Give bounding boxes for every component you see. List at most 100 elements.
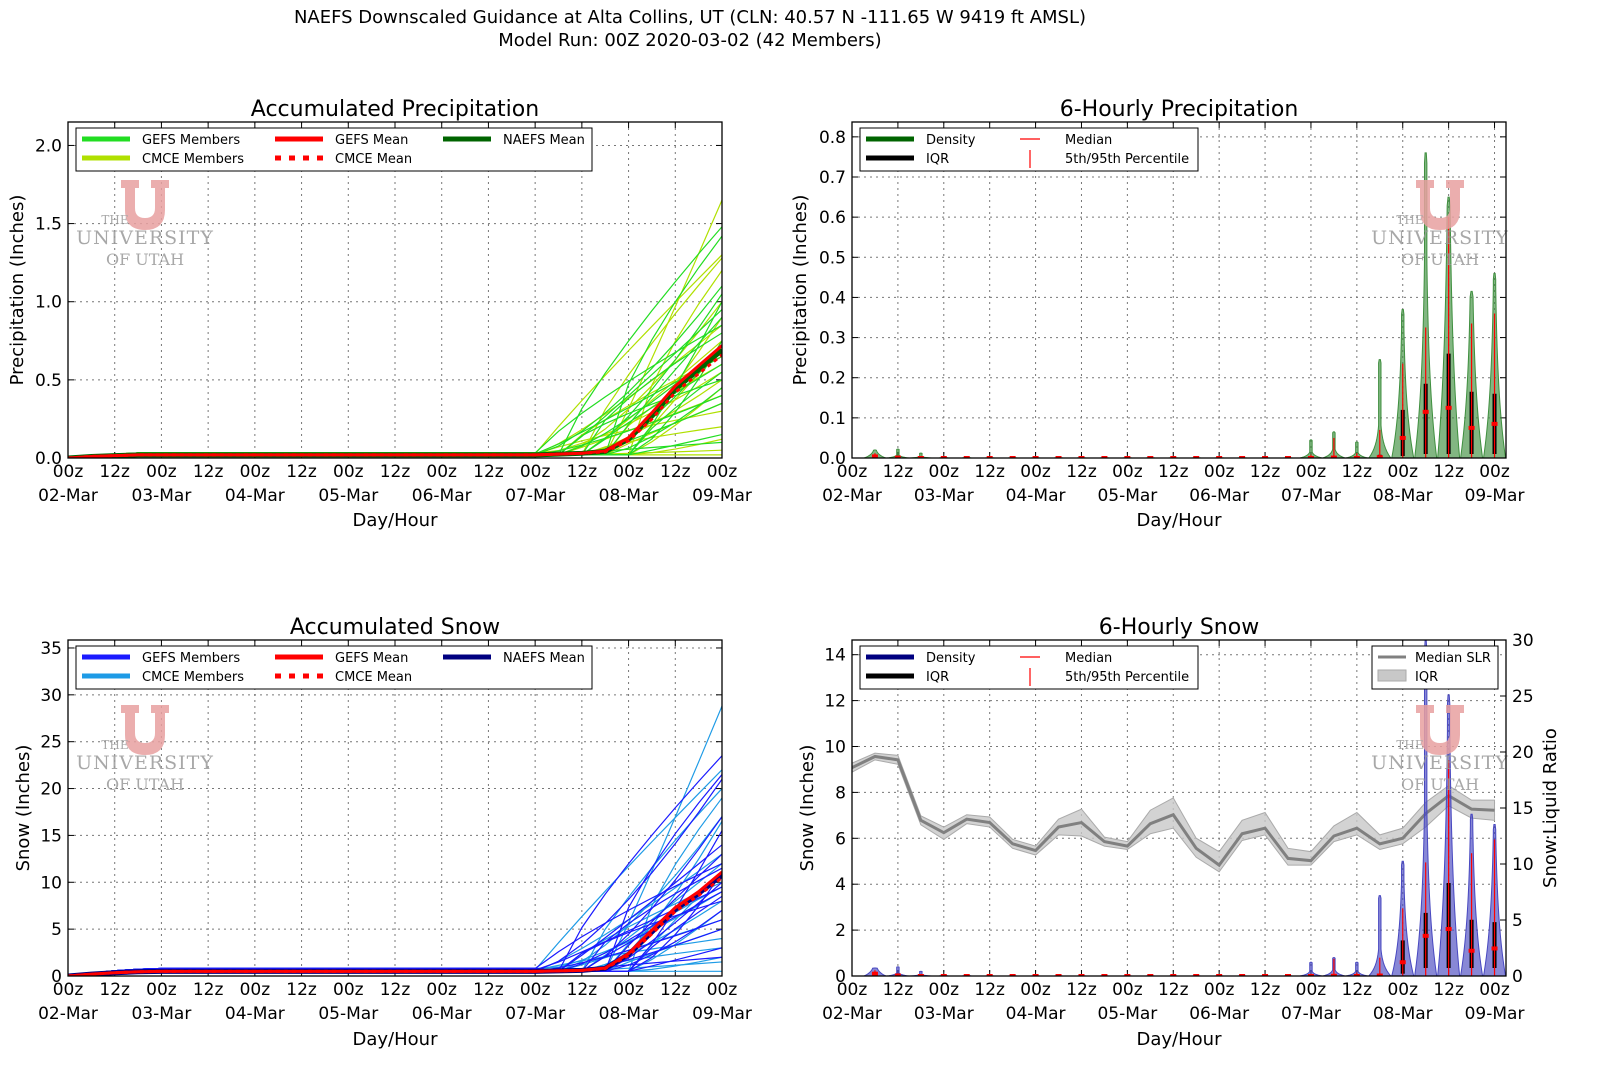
violin-median-marker bbox=[1193, 974, 1200, 976]
legend-label: Density bbox=[926, 133, 976, 148]
x-date-label: 03-Mar bbox=[132, 1004, 192, 1024]
violin-median-marker bbox=[1124, 456, 1131, 458]
u-logo-icon bbox=[121, 180, 169, 230]
y-tick-label: 0.4 bbox=[819, 288, 846, 308]
x-tick-label: 00z bbox=[240, 980, 271, 1000]
y2-tick-label: 0 bbox=[1512, 967, 1523, 987]
accumulated-precipitation-panel: Accumulated Precipitation Precipitation … bbox=[7, 97, 752, 531]
figure-subtitle: Model Run: 00Z 2020-03-02 (42 Members) bbox=[498, 30, 881, 51]
watermark-of-utah: OF UTAH bbox=[1401, 775, 1479, 794]
x-tick-label: 00z bbox=[333, 462, 364, 482]
y-tick-label: 0.0 bbox=[35, 449, 62, 469]
x-tick-label: 00z bbox=[1204, 980, 1235, 1000]
watermark-of-utah: OF UTAH bbox=[106, 775, 184, 794]
violin-median-marker bbox=[1078, 456, 1085, 458]
plot-area bbox=[68, 199, 722, 458]
x-tick-label: 00z bbox=[426, 462, 457, 482]
violin-median-marker bbox=[1285, 974, 1291, 976]
x-tick-label: 12z bbox=[660, 462, 691, 482]
plot-frame bbox=[67, 639, 723, 977]
x-tick-label: 00z bbox=[146, 462, 177, 482]
legend-label: Median SLR bbox=[1415, 651, 1491, 666]
legend-swatch-slr-iqr bbox=[1377, 669, 1407, 682]
legend-box bbox=[859, 645, 1199, 690]
panel-title: 6-Hourly Snow bbox=[1099, 615, 1259, 640]
watermark-the: THE bbox=[1396, 738, 1423, 752]
y-tick-label: 0.5 bbox=[35, 371, 62, 391]
violin-median-marker bbox=[940, 456, 947, 458]
legend-label: Median bbox=[1065, 651, 1112, 666]
x-tick-label: 12z bbox=[193, 980, 224, 1000]
x-tick-label: 12z bbox=[473, 980, 504, 1000]
u-logo-icon bbox=[1416, 180, 1464, 230]
y2-tick-label: 15 bbox=[1512, 799, 1534, 819]
panel-title: 6-Hourly Precipitation bbox=[1060, 97, 1299, 122]
violin-median-marker bbox=[1353, 456, 1360, 458]
violin-median-marker bbox=[1445, 405, 1452, 410]
x-tick-label: 00z bbox=[929, 462, 960, 482]
violin-median-marker bbox=[1399, 960, 1406, 965]
x-date-label: 05-Mar bbox=[318, 486, 378, 506]
y-axis-label: Precipitation (Inches) bbox=[790, 195, 811, 386]
legend-label: GEFS Members bbox=[142, 133, 240, 148]
x-tick-label: 00z bbox=[1387, 462, 1418, 482]
violin-median-marker bbox=[1307, 974, 1314, 976]
y-tick-label: 0.5 bbox=[819, 248, 846, 268]
violin-median-marker bbox=[1285, 456, 1291, 458]
x-tick-label: 12z bbox=[660, 980, 691, 1000]
x-tick-label: 00z bbox=[707, 980, 738, 1000]
y-tick-label: 0 bbox=[835, 967, 846, 987]
y2-tick-label: 20 bbox=[1512, 743, 1534, 763]
legend-box bbox=[1371, 645, 1499, 690]
y-tick-label: 0.8 bbox=[819, 128, 846, 148]
x-tick-label: 00z bbox=[707, 462, 738, 482]
violin-median-marker bbox=[986, 974, 993, 976]
violin-median-marker bbox=[1193, 456, 1200, 458]
x-tick-label: 00z bbox=[1020, 980, 1051, 1000]
x-date-label: 05-Mar bbox=[1097, 1004, 1157, 1024]
legend-label: NAEFS Mean bbox=[503, 651, 585, 666]
x-tick-label: 00z bbox=[613, 980, 644, 1000]
x-tick-label: 12z bbox=[473, 462, 504, 482]
y-tick-label: 1.0 bbox=[35, 293, 62, 313]
violin-median-marker bbox=[1170, 974, 1177, 976]
violin-median-marker bbox=[1009, 456, 1016, 458]
x-tick-label: 12z bbox=[1342, 980, 1373, 1000]
legend-label: NAEFS Mean bbox=[503, 133, 585, 148]
x-date-label: 07-Mar bbox=[505, 1004, 565, 1024]
violin-median-marker bbox=[940, 974, 947, 976]
plot-frame bbox=[67, 121, 723, 459]
plot-frame bbox=[851, 121, 1507, 459]
x-date-label: 09-Mar bbox=[1465, 1004, 1525, 1024]
violin-density bbox=[1368, 359, 1392, 458]
x-tick-label: 00z bbox=[146, 980, 177, 1000]
watermark-of-utah: OF UTAH bbox=[1401, 250, 1479, 269]
x-tick-label: 12z bbox=[1433, 462, 1464, 482]
violin-median-marker bbox=[963, 974, 970, 976]
x-tick-label: 12z bbox=[99, 462, 130, 482]
y-tick-label: 25 bbox=[40, 733, 62, 753]
violin-median-marker bbox=[1445, 926, 1452, 931]
violin-median-marker bbox=[1216, 456, 1223, 458]
x-date-label: 07-Mar bbox=[1281, 1004, 1341, 1024]
y2-tick-label: 30 bbox=[1512, 631, 1534, 651]
x-tick-label: 00z bbox=[1296, 462, 1327, 482]
violin-median-marker bbox=[1468, 948, 1475, 953]
x-date-label: 06-Mar bbox=[412, 486, 472, 506]
y-axis-label: Precipitation (Inches) bbox=[7, 195, 28, 386]
watermark-of-utah: OF UTAH bbox=[106, 250, 184, 269]
y-tick-label: 8 bbox=[835, 783, 846, 803]
x-axis-label: Day/Hour bbox=[353, 510, 439, 531]
violin-density bbox=[1345, 441, 1368, 458]
violin-density bbox=[1299, 961, 1323, 976]
violin-median-marker bbox=[1124, 974, 1131, 976]
violin-median-marker bbox=[1032, 456, 1039, 458]
y-tick-label: 0.1 bbox=[819, 409, 846, 429]
x-tick-label: 12z bbox=[1158, 462, 1189, 482]
y-tick-label: 2.0 bbox=[35, 136, 62, 156]
x-date-label: 06-Mar bbox=[1189, 486, 1249, 506]
violin-median-marker bbox=[1262, 456, 1269, 458]
legend-label: Median bbox=[1065, 133, 1112, 148]
legend-box bbox=[75, 645, 593, 690]
